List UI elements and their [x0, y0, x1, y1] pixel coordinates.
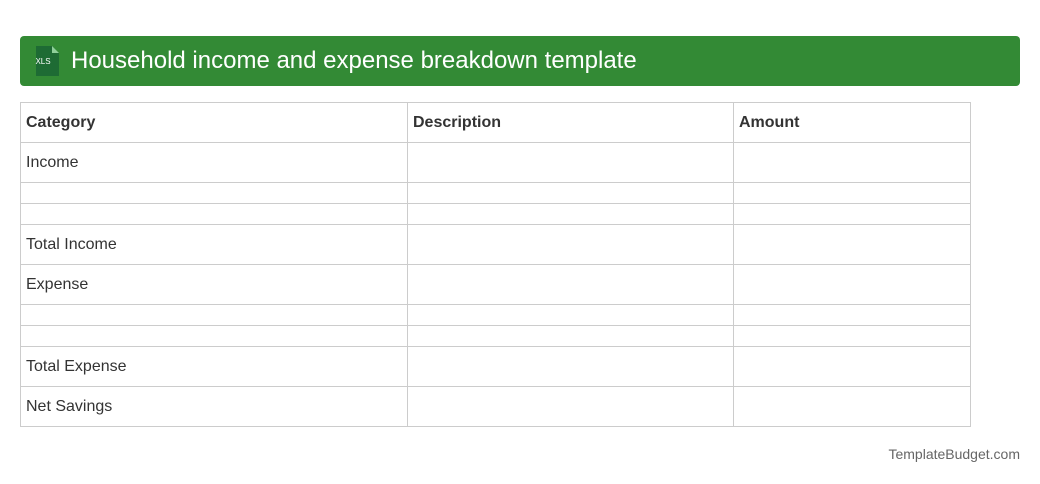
description-cell — [407, 264, 734, 305]
description-cell — [407, 386, 734, 427]
category-cell — [20, 203, 408, 225]
description-cell — [407, 142, 734, 183]
category-cell — [20, 182, 408, 204]
icon-label: XLS — [35, 57, 50, 66]
table-row: Expense — [20, 264, 971, 305]
amount-cell — [733, 182, 971, 204]
amount-cell — [733, 264, 971, 305]
category-cell: Total Expense — [20, 346, 408, 387]
table-row: Total Expense — [20, 346, 971, 387]
amount-cell — [733, 346, 971, 387]
amount-cell — [733, 386, 971, 427]
table-row: Income — [20, 142, 971, 183]
column-header: Amount — [733, 102, 971, 143]
description-cell — [407, 182, 734, 204]
footer-source: TemplateBudget.com — [888, 446, 1020, 462]
category-cell: Net Savings — [20, 386, 408, 427]
description-cell — [407, 346, 734, 387]
table-row — [20, 304, 971, 326]
amount-cell — [733, 224, 971, 265]
description-cell — [407, 304, 734, 326]
category-cell — [20, 325, 408, 347]
amount-cell — [733, 142, 971, 183]
budget-table: Category Description Amount Income Total In… — [20, 102, 971, 427]
table-row — [20, 325, 971, 347]
category-cell — [20, 304, 408, 326]
header-banner: XLS Household income and expense breakdo… — [20, 36, 1020, 86]
header-row: Category Description Amount — [20, 102, 971, 143]
amount-cell — [733, 203, 971, 225]
table-row: Total Income — [20, 224, 971, 265]
table-row — [20, 203, 971, 225]
amount-cell — [733, 325, 971, 347]
category-cell: Expense — [20, 264, 408, 305]
description-cell — [407, 203, 734, 225]
table-row: Net Savings — [20, 386, 971, 427]
xls-icon: XLS — [35, 46, 59, 76]
amount-cell — [733, 304, 971, 326]
category-cell: Income — [20, 142, 408, 183]
category-cell: Total Income — [20, 224, 408, 265]
column-header: Category — [20, 102, 408, 143]
column-header: Description — [407, 102, 734, 143]
title: Household income and expense breakdown t… — [71, 47, 637, 74]
description-cell — [407, 224, 734, 265]
table-row — [20, 182, 971, 204]
description-cell — [407, 325, 734, 347]
